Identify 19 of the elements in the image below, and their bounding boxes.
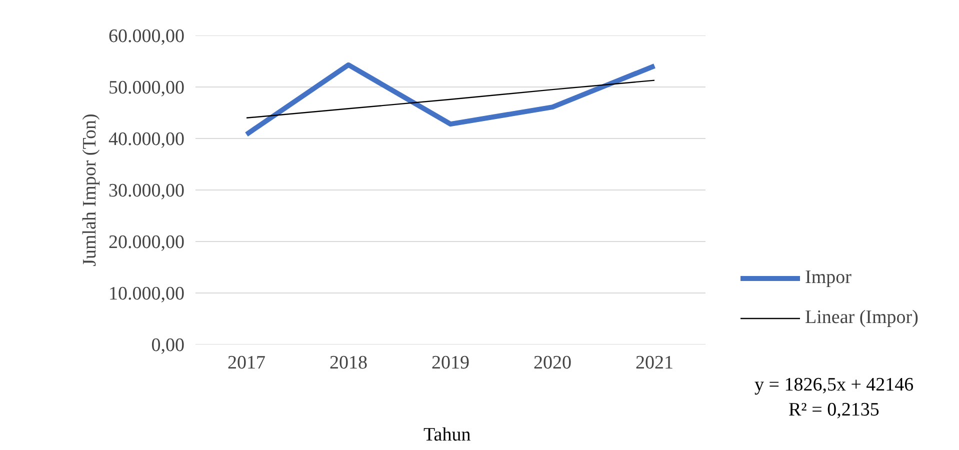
text: y = 1826,5x + 42146 <box>754 374 914 396</box>
x-axis-title: Tahun <box>424 424 472 446</box>
legend-label: Linear (Impor) <box>805 307 918 329</box>
line-series <box>246 80 656 118</box>
x-tick-label: 2017 <box>228 352 266 374</box>
text: R² = 0,2135 <box>788 400 880 420</box>
y-tick-label: 60.000,00 <box>108 26 184 47</box>
y-axis-title: Jumlah Impor (Ton) <box>80 114 100 266</box>
x-tick-label: 2021 <box>636 352 674 374</box>
y-tick-label: 20.000,00 <box>108 232 184 253</box>
y-tick-label: 0,00 <box>151 335 184 356</box>
y-tick-label: 30.000,00 <box>108 180 184 202</box>
y-tick-label: 40.000,00 <box>108 129 184 150</box>
x-tick-label: 2020 <box>534 352 572 374</box>
legend-label: Impor <box>805 267 852 289</box>
y-tick-label: 10.000,00 <box>108 284 184 304</box>
y-tick-label: 50.000,00 <box>108 78 184 98</box>
x-tick-label: 2019 <box>432 352 470 374</box>
x-tick-label: 2018 <box>330 352 368 374</box>
